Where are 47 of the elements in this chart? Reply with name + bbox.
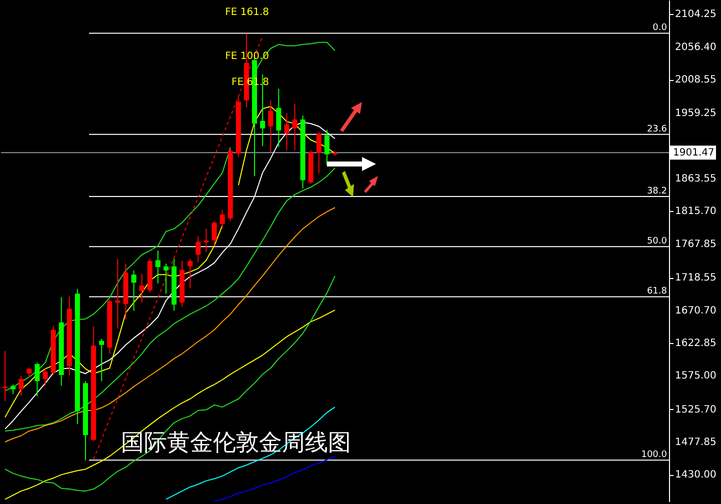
candlestick — [139, 273, 144, 304]
annotation: FE 161.8 — [225, 7, 269, 18]
candlestick — [188, 258, 193, 289]
candlestick — [115, 258, 120, 330]
annotation: 38.2 — [646, 186, 667, 196]
candlestick — [2, 350, 8, 402]
ref-line-label: 1901.47 — [673, 148, 714, 159]
y-tick-label: 1767.85 — [675, 238, 716, 250]
y-tick-label: 2104.25 — [675, 9, 716, 20]
y-tick-label: 1670.70 — [675, 305, 716, 316]
candlestick — [316, 131, 322, 174]
candlestick — [10, 384, 16, 395]
candlestick — [292, 103, 298, 151]
annotation: 23.6 — [646, 124, 668, 134]
candlestick — [34, 362, 40, 397]
line-series — [214, 456, 336, 502]
y-tick-label: 1815.70 — [675, 206, 716, 218]
candlestick — [155, 250, 160, 284]
candlestick — [268, 100, 274, 153]
candlestick — [276, 88, 282, 148]
candlestick — [18, 375, 24, 397]
y-tick-label: 1622.85 — [675, 338, 716, 349]
y-tick-label: 1430.00 — [675, 470, 716, 481]
annotation: 100.0 — [641, 450, 668, 460]
y-tick-label: 1959.25 — [675, 108, 716, 120]
annotation: 50.0 — [646, 236, 668, 247]
y-tick-label: 1525.70 — [675, 404, 716, 416]
candlestick — [26, 366, 32, 378]
y-tick-label: 1863.55 — [675, 174, 716, 185]
annotation: 0.0 — [652, 23, 668, 34]
candlestick — [324, 129, 330, 166]
candlestick — [220, 209, 225, 230]
candlestick — [131, 270, 136, 312]
y-tick-label: 1575.00 — [675, 370, 716, 382]
y-tick-label: 2056.40 — [675, 42, 716, 53]
candlestick — [212, 220, 217, 246]
candlestick — [163, 263, 168, 294]
candlestick — [99, 338, 104, 382]
candlestick — [204, 228, 209, 253]
candlestick — [196, 236, 201, 263]
y-tick-label: 1718.55 — [675, 272, 716, 284]
candlestick — [42, 368, 48, 386]
y-tick-label: 2008.55 — [675, 74, 716, 86]
annotation: 61.8 — [646, 286, 668, 297]
y-tick-label: 1477.85 — [675, 437, 716, 448]
candlestick — [284, 112, 290, 151]
line-series — [4, 168, 336, 432]
